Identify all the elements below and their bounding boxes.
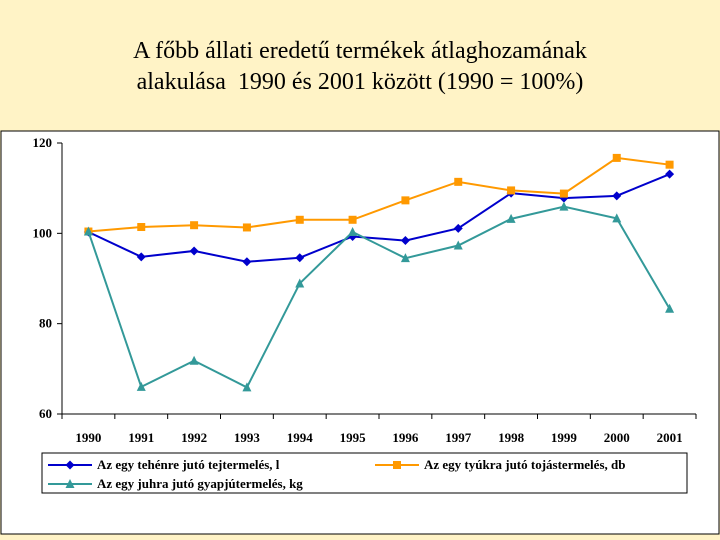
legend-swatch-marker bbox=[65, 460, 75, 470]
data-point bbox=[295, 278, 305, 288]
chart-title: A főbb állati eredetű termékek átlaghoza… bbox=[0, 36, 720, 98]
data-point bbox=[453, 223, 463, 233]
data-point bbox=[189, 246, 199, 256]
data-point bbox=[665, 303, 675, 313]
y-tick-label: 60 bbox=[39, 406, 52, 421]
x-tick-label: 1991 bbox=[128, 430, 154, 445]
data-point bbox=[190, 221, 199, 230]
data-point bbox=[400, 236, 410, 246]
x-tick-label: 1998 bbox=[498, 430, 525, 445]
y-tick-label: 120 bbox=[33, 135, 53, 150]
legend-entry-label: Az egy tehénre jutó tejtermelés, l bbox=[97, 457, 280, 472]
legend-entry-label: Az egy juhra jutó gyapjútermelés, kg bbox=[97, 476, 303, 491]
y-tick-label: 80 bbox=[39, 316, 52, 331]
x-tick-label: 1999 bbox=[551, 430, 578, 445]
x-tick-label: 1995 bbox=[340, 430, 367, 445]
data-point bbox=[454, 177, 463, 186]
data-point bbox=[506, 213, 516, 223]
data-point bbox=[665, 160, 674, 169]
series-3 bbox=[83, 201, 675, 392]
data-point bbox=[348, 226, 358, 236]
legend-entry-label: Az egy tyúkra jutó tojástermelés, db bbox=[424, 457, 625, 472]
data-point bbox=[189, 355, 199, 365]
legend-box bbox=[41, 452, 688, 494]
data-point bbox=[295, 253, 305, 263]
chart-title-line-2: alakulása 1990 és 2001 között (1990 = 10… bbox=[136, 69, 584, 95]
series-line bbox=[88, 156, 670, 233]
x-tick-label: 1997 bbox=[445, 430, 472, 445]
data-point bbox=[665, 169, 675, 179]
legend-swatch-marker bbox=[393, 461, 401, 469]
data-point bbox=[295, 215, 304, 224]
data-point bbox=[400, 253, 410, 263]
series-layer bbox=[83, 153, 675, 392]
x-tick-label: 1993 bbox=[234, 430, 261, 445]
data-point bbox=[83, 226, 93, 236]
x-tick-label: 1992 bbox=[181, 430, 207, 445]
legend-swatch-marker bbox=[65, 479, 75, 488]
data-point bbox=[401, 196, 410, 205]
data-point bbox=[612, 191, 622, 201]
x-tick-label: 2001 bbox=[657, 430, 683, 445]
data-point bbox=[242, 257, 252, 267]
data-point bbox=[137, 223, 146, 232]
x-tick-label: 1996 bbox=[392, 430, 419, 445]
x-tick-label: 1994 bbox=[287, 430, 314, 445]
x-tick-label: 1990 bbox=[75, 430, 101, 445]
chart-title-line-1: A főbb állati eredetű termékek átlaghoza… bbox=[133, 38, 587, 64]
axes: 120 100 80 60 1990 1991 1992 1993 1994 1995 1996 19… bbox=[33, 135, 697, 445]
data-point bbox=[136, 252, 146, 262]
legend: Az egy tehénre jutó tejtermelés, l Az egy… bbox=[41, 452, 688, 494]
data-point bbox=[507, 186, 516, 195]
data-point bbox=[612, 213, 622, 223]
data-point bbox=[242, 223, 251, 232]
data-point bbox=[559, 189, 568, 198]
data-point bbox=[612, 153, 621, 162]
data-point bbox=[559, 201, 569, 211]
data-point bbox=[453, 240, 463, 250]
x-tick-label: 2000 bbox=[604, 430, 630, 445]
series-line bbox=[87, 173, 670, 263]
data-point bbox=[242, 382, 252, 392]
series-2 bbox=[84, 153, 674, 236]
data-point bbox=[136, 381, 146, 391]
series-line bbox=[87, 205, 671, 389]
data-point bbox=[348, 215, 357, 224]
y-tick-label: 100 bbox=[33, 225, 53, 240]
